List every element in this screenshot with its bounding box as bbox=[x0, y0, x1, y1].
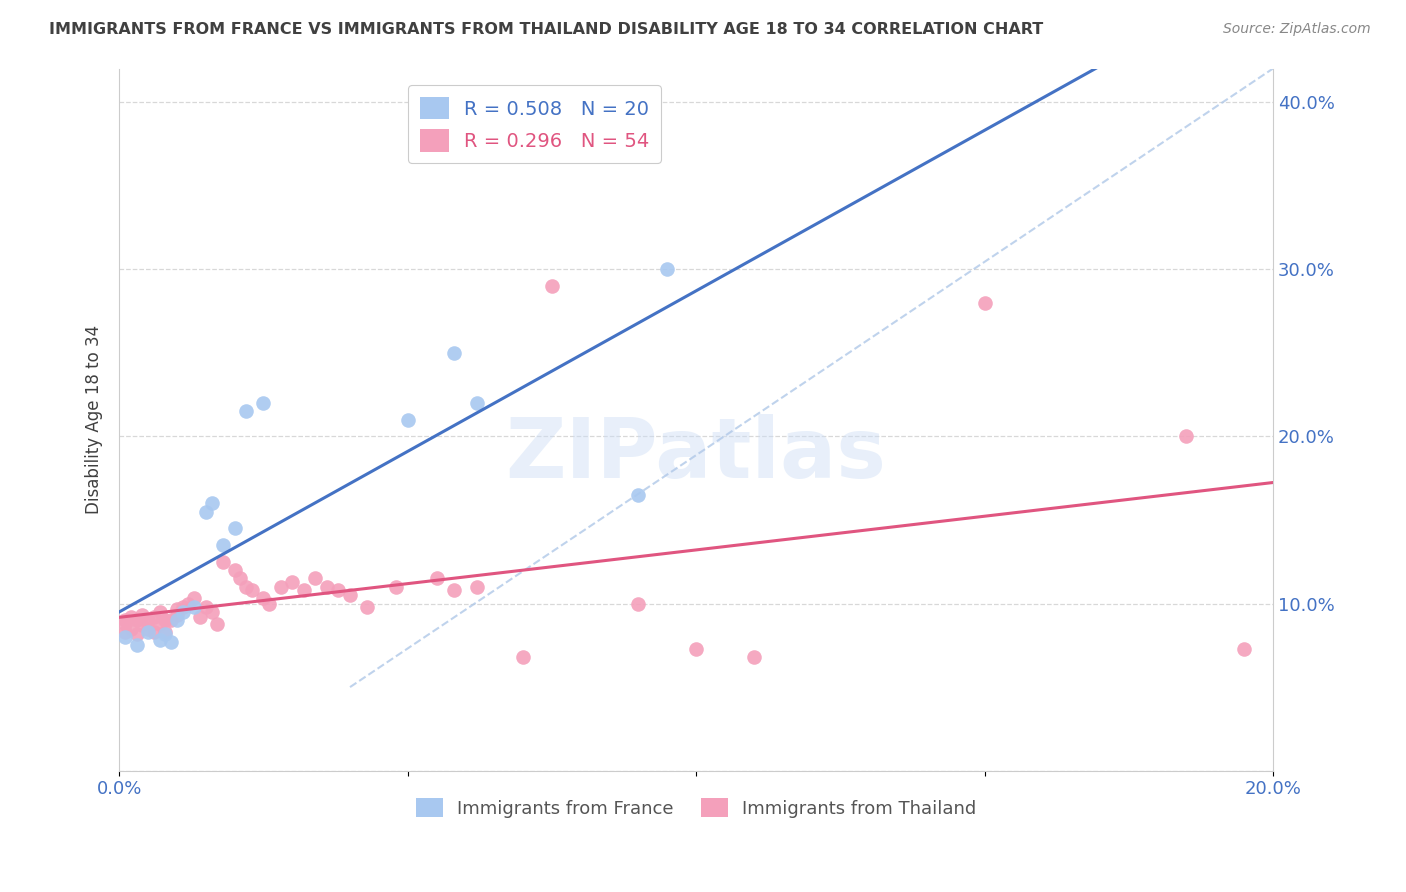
Point bbox=[114, 624, 136, 639]
Point bbox=[235, 404, 257, 418]
Point bbox=[160, 613, 183, 627]
Point bbox=[114, 616, 136, 631]
Point bbox=[183, 591, 205, 606]
Point bbox=[188, 610, 211, 624]
Point bbox=[1233, 641, 1256, 656]
Point bbox=[742, 650, 765, 665]
Point bbox=[166, 608, 188, 623]
Text: IMMIGRANTS FROM FRANCE VS IMMIGRANTS FROM THAILAND DISABILITY AGE 18 TO 34 CORRE: IMMIGRANTS FROM FRANCE VS IMMIGRANTS FRO… bbox=[49, 22, 1043, 37]
Point bbox=[443, 583, 465, 598]
Point bbox=[149, 616, 172, 631]
Point bbox=[155, 613, 177, 627]
Point bbox=[281, 574, 304, 589]
Point bbox=[328, 583, 350, 598]
Point bbox=[304, 571, 326, 585]
Point bbox=[149, 633, 172, 648]
Point bbox=[177, 597, 200, 611]
Y-axis label: Disability Age 18 to 34: Disability Age 18 to 34 bbox=[86, 325, 103, 514]
Point bbox=[194, 599, 217, 614]
Point bbox=[166, 613, 188, 627]
Point bbox=[292, 583, 315, 598]
Point bbox=[166, 601, 188, 615]
Point bbox=[142, 624, 165, 639]
Point bbox=[136, 624, 159, 639]
Point bbox=[160, 635, 183, 649]
Point bbox=[356, 599, 378, 614]
Point bbox=[149, 605, 172, 619]
Point bbox=[125, 638, 148, 652]
Point bbox=[172, 599, 194, 614]
Text: Source: ZipAtlas.com: Source: ZipAtlas.com bbox=[1223, 22, 1371, 37]
Point bbox=[229, 571, 252, 585]
Legend: Immigrants from France, Immigrants from Thailand: Immigrants from France, Immigrants from … bbox=[409, 791, 984, 825]
Point bbox=[235, 580, 257, 594]
Point bbox=[200, 605, 222, 619]
Point bbox=[172, 605, 194, 619]
Point bbox=[224, 521, 246, 535]
Point bbox=[131, 608, 153, 623]
Point bbox=[136, 622, 159, 636]
Point bbox=[259, 597, 281, 611]
Point bbox=[657, 262, 679, 277]
Point bbox=[465, 580, 488, 594]
Point bbox=[339, 588, 361, 602]
Point bbox=[114, 613, 136, 627]
Point bbox=[425, 571, 447, 585]
Point bbox=[155, 626, 177, 640]
Point bbox=[125, 613, 148, 627]
Point bbox=[252, 396, 274, 410]
Point bbox=[136, 613, 159, 627]
Point bbox=[396, 412, 419, 426]
Point bbox=[627, 488, 650, 502]
Point bbox=[465, 396, 488, 410]
Point bbox=[212, 538, 235, 552]
Point bbox=[120, 610, 142, 624]
Text: ZIPatlas: ZIPatlas bbox=[506, 414, 887, 495]
Point bbox=[541, 278, 564, 293]
Point bbox=[385, 580, 408, 594]
Point bbox=[224, 563, 246, 577]
Point bbox=[114, 630, 136, 644]
Point bbox=[512, 650, 534, 665]
Point bbox=[1175, 429, 1198, 443]
Point bbox=[125, 626, 148, 640]
Point bbox=[627, 597, 650, 611]
Point bbox=[207, 616, 229, 631]
Point bbox=[973, 295, 995, 310]
Point bbox=[685, 641, 707, 656]
Point bbox=[155, 624, 177, 639]
Point bbox=[443, 345, 465, 359]
Point bbox=[183, 599, 205, 614]
Point bbox=[131, 618, 153, 632]
Point bbox=[252, 591, 274, 606]
Point bbox=[142, 610, 165, 624]
Point bbox=[194, 504, 217, 518]
Point bbox=[270, 580, 292, 594]
Point bbox=[316, 580, 339, 594]
Point bbox=[120, 622, 142, 636]
Point bbox=[200, 496, 222, 510]
Point bbox=[240, 583, 263, 598]
Point bbox=[212, 555, 235, 569]
